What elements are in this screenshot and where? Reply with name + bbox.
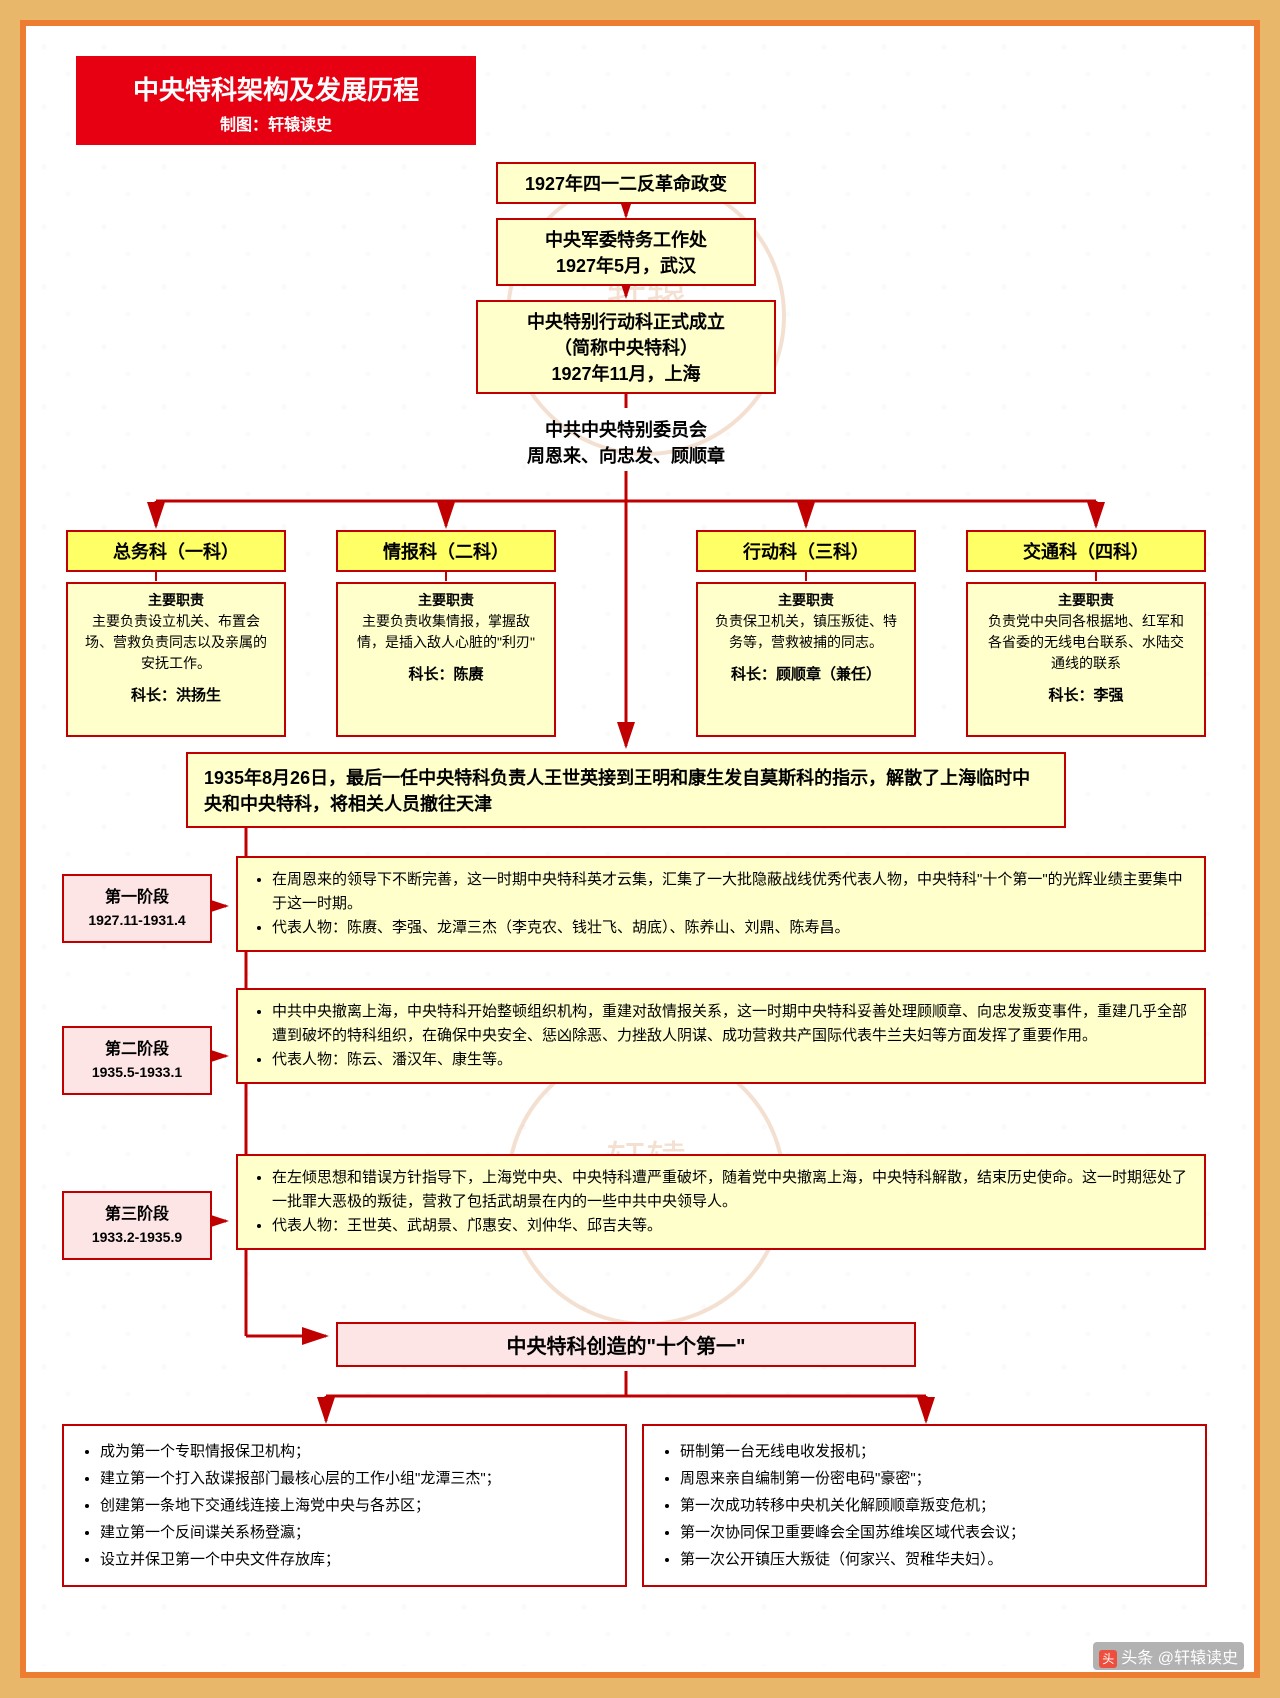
diagram-frame: 中央特科架构及发展历程 制图：轩辕读史 1927年四一二反革命政变 中央军委特务… [20, 20, 1260, 1678]
dept-2-name: 情报科（二科） [336, 530, 556, 572]
event-1927-coup: 1927年四一二反革命政变 [496, 162, 756, 204]
ten-first-title: 中央特科创造的"十个第一" [336, 1322, 916, 1367]
ten-first-item: 设立并保卫第一个中央文件存放库； [100, 1546, 609, 1573]
phase-bullet: 中共中央撤离上海，中央特科开始整顿组织机构，重建对敌情报关系，这一时期中央特科妥… [272, 1000, 1190, 1048]
phase-3-desc: 在左倾思想和错误方针指导下，上海党中央、中央特科遭严重破坏，随着党中央撤离上海，… [236, 1154, 1206, 1250]
dept-4-name: 交通科（四科） [966, 530, 1206, 572]
dept-duty: 负责保卫机关，镇压叛徒、特务等，营救被捕的同志。 [712, 611, 900, 653]
dept-duty-title: 主要职责 [982, 590, 1190, 611]
event-line2: （简称中央特科） [492, 334, 760, 360]
dept-4-desc: 主要职责 负责党中央同各根据地、红军和各省委的无线电台联系、水陆交通线的联系 科… [966, 582, 1206, 737]
event-1927-nov-founding: 中央特别行动科正式成立 （简称中央特科） 1927年11月，上海 [476, 300, 776, 394]
event-committee: 中共中央特别委员会 周恩来、向忠发、顾顺章 [476, 410, 776, 474]
dept-duty-title: 主要职责 [712, 590, 900, 611]
dept-1-name: 总务科（一科） [66, 530, 286, 572]
phase-bullet: 代表人物：陈云、潘汉年、康生等。 [272, 1048, 1190, 1072]
ten-first-item: 成为第一个专职情报保卫机构； [100, 1438, 609, 1465]
event-1927-may: 中央军委特务工作处 1927年5月，武汉 [496, 218, 756, 286]
event-line1: 中共中央特别委员会 [490, 416, 762, 442]
toutiao-icon: 头 [1099, 1650, 1117, 1668]
phase-bullet: 在周恩来的领导下不断完善，这一时期中央特科英才云集，汇集了一大批隐蔽战线优秀代表… [272, 868, 1190, 916]
title-banner: 中央特科架构及发展历程 制图：轩辕读史 [76, 56, 476, 145]
phase-bullet: 在左倾思想和错误方针指导下，上海党中央、中央特科遭严重破坏，随着党中央撤离上海，… [272, 1166, 1190, 1214]
event-text: 1927年四一二反革命政变 [525, 174, 727, 194]
dept-duty-title: 主要职责 [82, 590, 270, 611]
attribution-text: 头条 @轩辕读史 [1121, 1650, 1238, 1667]
dept-duty: 负责党中央同各根据地、红军和各省委的无线电台联系、水陆交通线的联系 [982, 611, 1190, 674]
ten-first-right-list: 研制第一台无线电收发报机； 周恩来亲自编制第一份密电码"豪密"； 第一次成功转移… [642, 1424, 1207, 1587]
dept-1-desc: 主要职责 主要负责设立机关、布置会场、营救负责同志以及亲属的安抚工作。 科长：洪… [66, 582, 286, 737]
dissolution-box: 1935年8月26日，最后一任中央特科负责人王世英接到王明和康生发自莫斯科的指示… [186, 752, 1066, 828]
title-sub: 制图：轩辕读史 [96, 111, 456, 135]
ten-first-left-list: 成为第一个专职情报保卫机构； 建立第一个打入敌谍报部门最核心层的工作小组"龙潭三… [62, 1424, 627, 1587]
event-line2: 周恩来、向忠发、顾顺章 [490, 442, 762, 468]
ten-first-item: 研制第一台无线电收发报机； [680, 1438, 1189, 1465]
ten-first-item: 第一次协同保卫重要峰会全国苏维埃区域代表会议； [680, 1519, 1189, 1546]
dept-leader: 科长：陈赓 [352, 663, 540, 684]
ten-first-item: 建立第一个反间谍关系杨登瀛； [100, 1519, 609, 1546]
ten-first-item: 第一次成功转移中央机关化解顾顺章叛变危机； [680, 1492, 1189, 1519]
event-line2: 1927年5月，武汉 [512, 252, 740, 278]
dept-duty: 主要负责设立机关、布置会场、营救负责同志以及亲属的安抚工作。 [82, 611, 270, 674]
phase-1-desc: 在周恩来的领导下不断完善，这一时期中央特科英才云集，汇集了一大批隐蔽战线优秀代表… [236, 856, 1206, 952]
phase-1-label: 第一阶段 1927.11-1931.4 [62, 874, 212, 943]
event-line1: 中央特别行动科正式成立 [492, 308, 760, 334]
phase-2-desc: 中共中央撤离上海，中央特科开始整顿组织机构，重建对敌情报关系，这一时期中央特科妥… [236, 988, 1206, 1084]
phase-2-label: 第二阶段 1935.5-1933.1 [62, 1026, 212, 1095]
dept-3-name: 行动科（三科） [696, 530, 916, 572]
dept-duty: 主要负责收集情报，掌握敌情，是插入敌人心脏的"利刃" [352, 611, 540, 653]
phase-3-label: 第三阶段 1933.2-1935.9 [62, 1191, 212, 1260]
attribution: 头头条 @轩辕读史 [1093, 1642, 1244, 1670]
dept-2-desc: 主要职责 主要负责收集情报，掌握敌情，是插入敌人心脏的"利刃" 科长：陈赓 [336, 582, 556, 737]
dept-leader: 科长：洪扬生 [82, 684, 270, 705]
dept-leader: 科长：顾顺章（兼任） [712, 663, 900, 684]
ten-first-item: 第一次公开镇压大叛徒（何家兴、贺稚华夫妇）。 [680, 1546, 1189, 1573]
ten-first-item: 创建第一条地下交通线连接上海党中央与各苏区； [100, 1492, 609, 1519]
ten-first-item: 建立第一个打入敌谍报部门最核心层的工作小组"龙潭三杰"； [100, 1465, 609, 1492]
dept-duty-title: 主要职责 [352, 590, 540, 611]
phase-bullet: 代表人物：陈赓、李强、龙潭三杰（李克农、钱壮飞、胡底）、陈养山、刘鼎、陈寿昌。 [272, 916, 1190, 940]
event-line3: 1927年11月，上海 [492, 360, 760, 386]
ten-first-item: 周恩来亲自编制第一份密电码"豪密"； [680, 1465, 1189, 1492]
dept-3-desc: 主要职责 负责保卫机关，镇压叛徒、特务等，营救被捕的同志。 科长：顾顺章（兼任） [696, 582, 916, 737]
event-line1: 中央军委特务工作处 [512, 226, 740, 252]
dept-leader: 科长：李强 [982, 684, 1190, 705]
title-main: 中央特科架构及发展历程 [96, 70, 456, 107]
phase-bullet: 代表人物：王世英、武胡景、邝惠安、刘仲华、邱吉夫等。 [272, 1214, 1190, 1238]
